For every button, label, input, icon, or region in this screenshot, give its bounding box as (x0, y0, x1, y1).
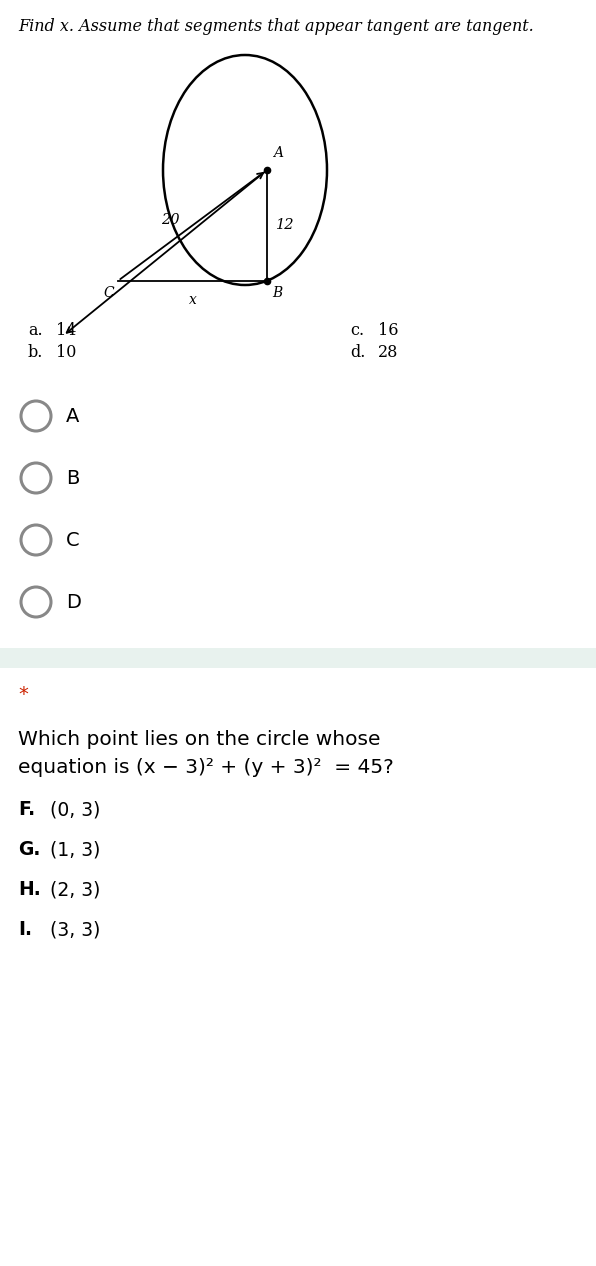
Text: 10: 10 (56, 344, 76, 361)
Text: 16: 16 (378, 322, 399, 339)
Text: 20: 20 (162, 214, 180, 228)
Text: c.: c. (350, 322, 364, 339)
Text: d.: d. (350, 344, 365, 361)
Text: A: A (273, 146, 283, 160)
Text: 28: 28 (378, 344, 398, 361)
Text: D: D (66, 592, 81, 611)
Text: A: A (66, 406, 79, 425)
Text: C: C (66, 530, 80, 549)
Text: (3, 3): (3, 3) (50, 920, 100, 939)
Text: B: B (272, 286, 283, 300)
Text: (2, 3): (2, 3) (50, 880, 100, 899)
Text: (0, 3): (0, 3) (50, 800, 100, 819)
Text: 12: 12 (276, 219, 294, 233)
Text: a.: a. (28, 322, 43, 339)
Text: equation is (x − 3)² + (y + 3)²  = 45?: equation is (x − 3)² + (y + 3)² = 45? (18, 758, 394, 777)
Text: b.: b. (28, 344, 44, 361)
Bar (0, 648, 596, 668)
Text: (1, 3): (1, 3) (50, 841, 100, 860)
Text: Find x. Assume that segments that appear tangent are tangent.: Find x. Assume that segments that appear… (18, 18, 534, 35)
Text: B: B (66, 468, 79, 487)
Text: F.: F. (18, 800, 35, 819)
Text: x: x (188, 292, 197, 306)
Text: I.: I. (18, 920, 32, 939)
Text: 14: 14 (56, 322, 76, 339)
Text: *: * (18, 685, 28, 704)
Text: Which point lies on the circle whose: Which point lies on the circle whose (18, 730, 380, 749)
Text: G.: G. (18, 841, 41, 860)
Text: C: C (103, 286, 114, 300)
Text: H.: H. (18, 880, 41, 899)
